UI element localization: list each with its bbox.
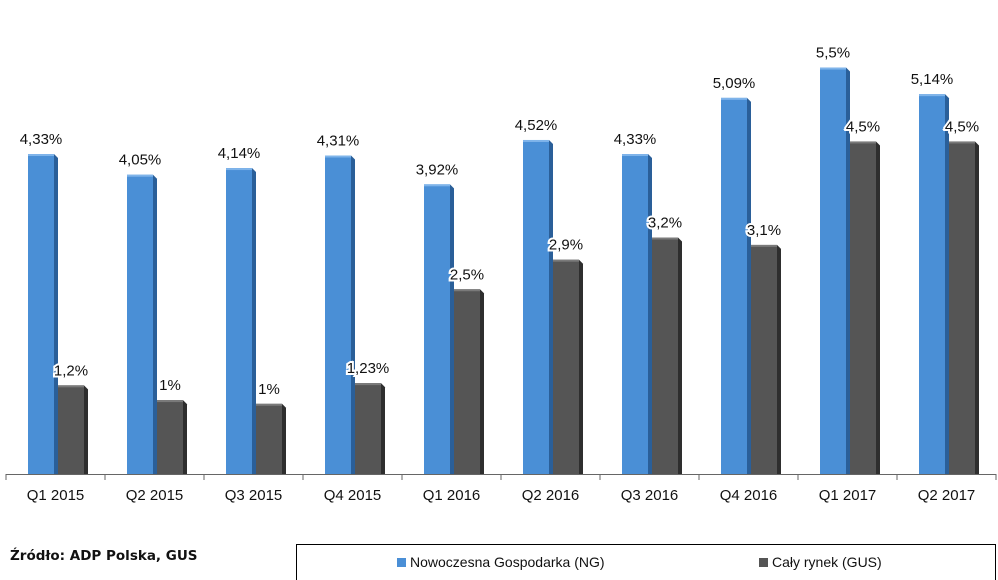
x-tick-label: Q1 2016 bbox=[423, 487, 481, 504]
legend-label-gus: Cały rynek (GUS) bbox=[772, 554, 882, 570]
bar-side-gus bbox=[777, 244, 781, 474]
bar-top-ng bbox=[820, 67, 846, 70]
bar-side-ng bbox=[945, 94, 949, 474]
bar-top-gus bbox=[454, 289, 480, 292]
data-label-ng: 5,09% bbox=[713, 75, 756, 92]
bar-side-gus bbox=[480, 289, 484, 474]
bar-chart: 4,33% 1,2% Q1 2015 4,05% 1% Q2 2015 4,14% 1% Q3 … bbox=[5, 43, 997, 504]
data-label-gus: 1% bbox=[159, 377, 181, 394]
bar-gus bbox=[553, 259, 579, 474]
bar-top-ng bbox=[127, 174, 153, 177]
bar-ng bbox=[523, 139, 549, 474]
data-label-gus: 2,9% bbox=[549, 237, 583, 254]
bar-gus bbox=[454, 289, 480, 474]
bar-side-gus bbox=[282, 403, 286, 474]
x-tick-label: Q1 2015 bbox=[27, 487, 85, 504]
bar-gus bbox=[58, 385, 84, 474]
bar-top-ng bbox=[424, 184, 450, 187]
bar-ng bbox=[325, 155, 351, 475]
bar-gus bbox=[949, 141, 975, 474]
x-tick-label: Q2 2017 bbox=[918, 487, 976, 504]
data-label-gus: 4,5% bbox=[945, 118, 979, 135]
bar-ng bbox=[622, 154, 648, 475]
data-label-gus: 3,2% bbox=[648, 215, 682, 232]
bar-top-gus bbox=[850, 141, 876, 144]
data-label-gus: 1% bbox=[258, 381, 280, 398]
legend-swatch-ng bbox=[397, 557, 406, 567]
data-label-gus: 4,5% bbox=[846, 118, 880, 135]
bar-ng bbox=[919, 94, 945, 474]
bar-top-ng bbox=[721, 97, 747, 100]
bar-top-gus bbox=[355, 383, 381, 386]
bar-side-gus bbox=[876, 141, 880, 474]
data-label-ng: 4,33% bbox=[20, 131, 63, 148]
bar-top-gus bbox=[256, 403, 282, 406]
bar-side-ng bbox=[846, 67, 850, 474]
bar-gus bbox=[355, 383, 381, 474]
legend-item-gus: Cały rynek (GUS) bbox=[759, 554, 882, 570]
data-label-ng: 4,31% bbox=[317, 132, 360, 149]
legend-swatch-gus bbox=[759, 557, 768, 567]
data-label-ng: 5,14% bbox=[911, 71, 954, 88]
bar-top-ng bbox=[28, 154, 54, 157]
bar-side-gus bbox=[975, 141, 979, 474]
x-tick-label: Q2 2015 bbox=[126, 487, 184, 504]
bar-top-gus bbox=[652, 237, 678, 240]
data-label-ng: 5,5% bbox=[816, 45, 850, 62]
bar-top-gus bbox=[157, 400, 183, 403]
bar-top-gus bbox=[949, 141, 975, 144]
data-label-gus: 1,2% bbox=[54, 362, 88, 379]
bar-top-ng bbox=[919, 94, 945, 97]
bar-ng bbox=[424, 184, 450, 474]
bar-top-ng bbox=[226, 168, 252, 171]
bar-gus bbox=[652, 237, 678, 474]
bar-gus bbox=[157, 400, 183, 474]
bar-side-gus bbox=[678, 237, 682, 474]
x-tick-label: Q4 2015 bbox=[324, 487, 382, 504]
data-label-ng: 4,14% bbox=[218, 145, 261, 162]
bar-side-gus bbox=[381, 383, 385, 474]
data-label-ng: 4,05% bbox=[119, 152, 162, 169]
bar-side-ng bbox=[549, 139, 553, 474]
bar-top-gus bbox=[553, 259, 579, 262]
bar-top-ng bbox=[325, 155, 351, 158]
bar-side-ng bbox=[351, 155, 355, 475]
source-note: Źródło: ADP Polska, GUS bbox=[10, 548, 198, 564]
bar-side-gus bbox=[183, 400, 187, 474]
bar-ng bbox=[127, 174, 153, 475]
data-label-gus: 2,5% bbox=[450, 266, 484, 283]
bar-top-gus bbox=[751, 244, 777, 247]
bar-side-ng bbox=[747, 97, 751, 474]
bar-ng bbox=[721, 97, 747, 474]
x-tick-label: Q3 2016 bbox=[621, 487, 679, 504]
bar-side-ng bbox=[252, 168, 256, 474]
bar-top-ng bbox=[523, 139, 549, 142]
bar-ng bbox=[226, 168, 252, 474]
bar-side-gus bbox=[84, 385, 88, 474]
data-label-ng: 4,33% bbox=[614, 131, 657, 148]
data-label-ng: 3,92% bbox=[416, 161, 459, 178]
bar-gus bbox=[850, 141, 876, 474]
bar-top-ng bbox=[622, 154, 648, 157]
data-label-gus: 1,23% bbox=[347, 360, 390, 377]
x-tick-label: Q2 2016 bbox=[522, 487, 580, 504]
bar-top-gus bbox=[58, 385, 84, 388]
legend-item-ng: Nowoczesna Gospodarka (NG) bbox=[397, 554, 605, 570]
bar-side-ng bbox=[450, 184, 454, 474]
legend: Nowoczesna Gospodarka (NG) Cały rynek (G… bbox=[296, 544, 996, 580]
x-tick-label: Q4 2016 bbox=[720, 487, 778, 504]
bar-ng bbox=[820, 67, 846, 474]
bar-side-ng bbox=[153, 174, 157, 475]
data-label-ng: 4,52% bbox=[515, 117, 558, 134]
bar-ng bbox=[28, 154, 54, 475]
bar-side-ng bbox=[54, 154, 58, 475]
legend-label-ng: Nowoczesna Gospodarka (NG) bbox=[410, 554, 605, 570]
bar-gus bbox=[256, 403, 282, 474]
bar-gus bbox=[751, 244, 777, 474]
data-label-gus: 3,1% bbox=[747, 222, 781, 239]
x-tick-label: Q3 2015 bbox=[225, 487, 283, 504]
bar-side-ng bbox=[648, 154, 652, 475]
bar-side-gus bbox=[579, 259, 583, 474]
x-tick-label: Q1 2017 bbox=[819, 487, 877, 504]
